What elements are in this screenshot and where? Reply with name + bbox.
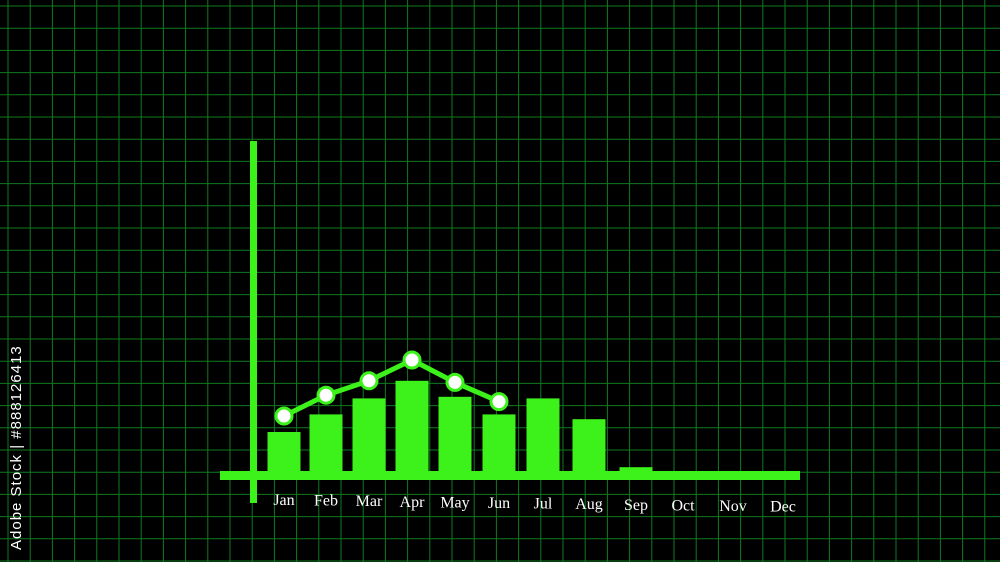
x-tick-label-sep: Sep [624,497,648,514]
x-tick-label-jul: Jul [534,496,553,513]
x-tick-label-may: May [440,494,469,511]
x-tick-label-feb: Feb [314,493,338,510]
x-tick-label-dec: Dec [770,499,796,516]
trend-point-jan [274,406,294,426]
x-axis [220,471,800,480]
bar-may [438,396,472,472]
x-tick-label-nov: Nov [719,498,747,515]
bar-jul [526,398,560,472]
trend-point-jun [489,392,509,412]
bar-sep [619,467,653,472]
bar-jun [482,414,516,472]
trend-point-may [445,372,465,392]
x-tick-label-aug: Aug [575,496,603,513]
trend-point-apr [402,350,422,370]
x-tick-label-apr: Apr [400,494,426,511]
axes [220,141,800,503]
x-tick-label-jan: Jan [273,492,294,509]
bar-apr [395,380,429,472]
stock-id-watermark: Adobe Stock | #888126413 [8,345,25,550]
bar-mar [352,398,386,472]
x-tick-label-jun: Jun [488,495,510,512]
x-tick-label-mar: Mar [356,493,383,510]
trend-point-mar [359,371,379,391]
x-tick-label-oct: Oct [671,497,695,514]
y-axis [250,141,257,503]
bar-feb [309,414,343,472]
x-tick-labels: Jan Feb Mar Apr May Jun Jul Aug Sep Oct Nov Dec [273,492,796,516]
trend-point-feb [316,385,336,405]
bar-jan [267,432,301,472]
trend-line [274,350,509,426]
bar-aug [572,419,606,472]
bars [267,380,653,472]
